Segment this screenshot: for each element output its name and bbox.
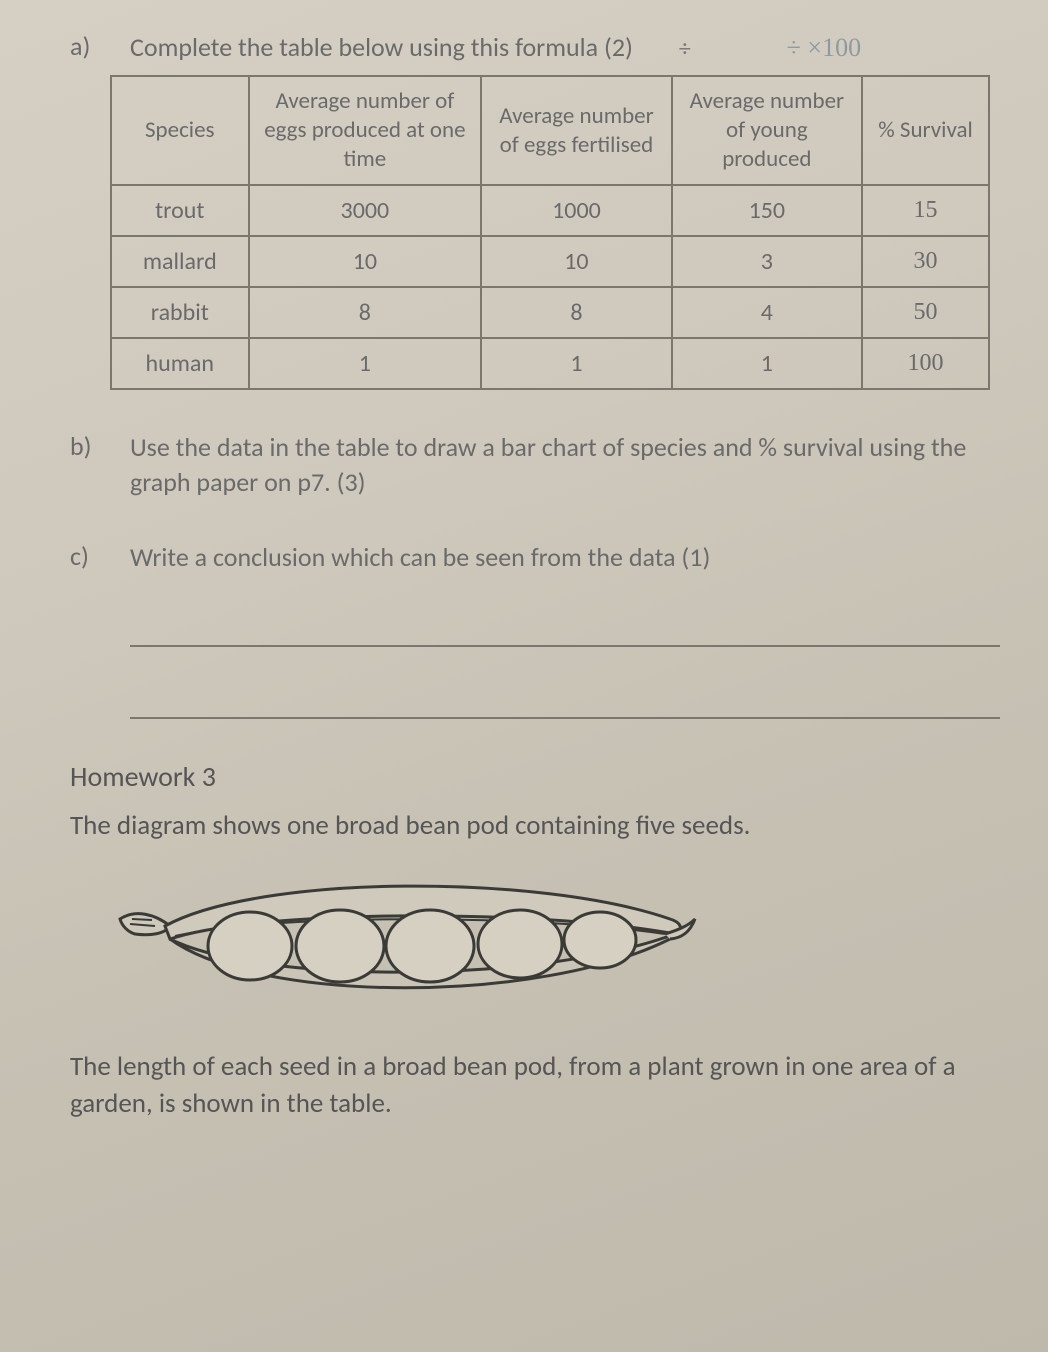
cell-young: 1 (672, 338, 862, 389)
cell-species: rabbit (111, 287, 249, 338)
cell-survival: 30 (862, 236, 989, 287)
cell-fert: 1000 (481, 185, 671, 236)
question-a: a) Complete the table below using this f… (70, 30, 988, 65)
table-row: rabbit 8 8 4 50 (111, 287, 989, 338)
col-header-fert: Average number of eggs fertilised (481, 76, 671, 184)
cell-fert: 10 (481, 236, 671, 287)
bean-pod-icon (110, 864, 710, 1014)
col-header-eggs: Average number of eggs produced at one t… (249, 76, 482, 184)
answer-line (130, 605, 1000, 647)
table-header-row: Species Average number of eggs produced … (111, 76, 989, 184)
cell-young: 4 (672, 287, 862, 338)
species-table: Species Average number of eggs produced … (110, 75, 990, 389)
cell-species: trout (111, 185, 249, 236)
cell-eggs: 3000 (249, 185, 482, 236)
question-c: c) Write a conclusion which can be seen … (70, 540, 988, 575)
cell-eggs: 8 (249, 287, 482, 338)
question-c-label: c) (70, 540, 110, 572)
question-c-text: Write a conclusion which can be seen fro… (130, 540, 710, 575)
cell-survival: 15 (862, 185, 989, 236)
question-a-label: a) (70, 30, 110, 62)
worksheet-page: a) Complete the table below using this f… (0, 0, 1048, 1352)
cell-fert: 8 (481, 287, 671, 338)
cell-fert: 1 (481, 338, 671, 389)
col-header-survival: % Survival (862, 76, 989, 184)
homework-3-intro: The diagram shows one broad bean pod con… (70, 808, 988, 844)
homework-3-closing: The length of each seed in a broad bean … (70, 1049, 988, 1122)
col-header-species: Species (111, 76, 249, 184)
answer-line (130, 677, 1000, 719)
cell-species: mallard (111, 236, 249, 287)
question-b-text: Use the data in the table to draw a bar … (130, 430, 988, 500)
formula-hint-2: ÷ ×100 (787, 33, 861, 62)
homework-3-heading: Homework 3 (70, 759, 988, 794)
table-row: human 1 1 1 100 (111, 338, 989, 389)
cell-eggs: 10 (249, 236, 482, 287)
formula-hint-1: ÷ (679, 34, 691, 63)
table-row: mallard 10 10 3 30 (111, 236, 989, 287)
cell-survival: 100 (862, 338, 989, 389)
question-a-text-content: Complete the table below using this form… (130, 31, 633, 63)
cell-eggs: 1 (249, 338, 482, 389)
cell-species: human (111, 338, 249, 389)
bean-pod-diagram (110, 864, 988, 1019)
question-a-text: Complete the table below using this form… (130, 30, 861, 65)
question-b-label: b) (70, 430, 110, 462)
cell-survival: 50 (862, 287, 989, 338)
cell-young: 150 (672, 185, 862, 236)
cell-young: 3 (672, 236, 862, 287)
question-b: b) Use the data in the table to draw a b… (70, 430, 988, 500)
table-row: trout 3000 1000 150 15 (111, 185, 989, 236)
col-header-young: Average number of young produced (672, 76, 862, 184)
